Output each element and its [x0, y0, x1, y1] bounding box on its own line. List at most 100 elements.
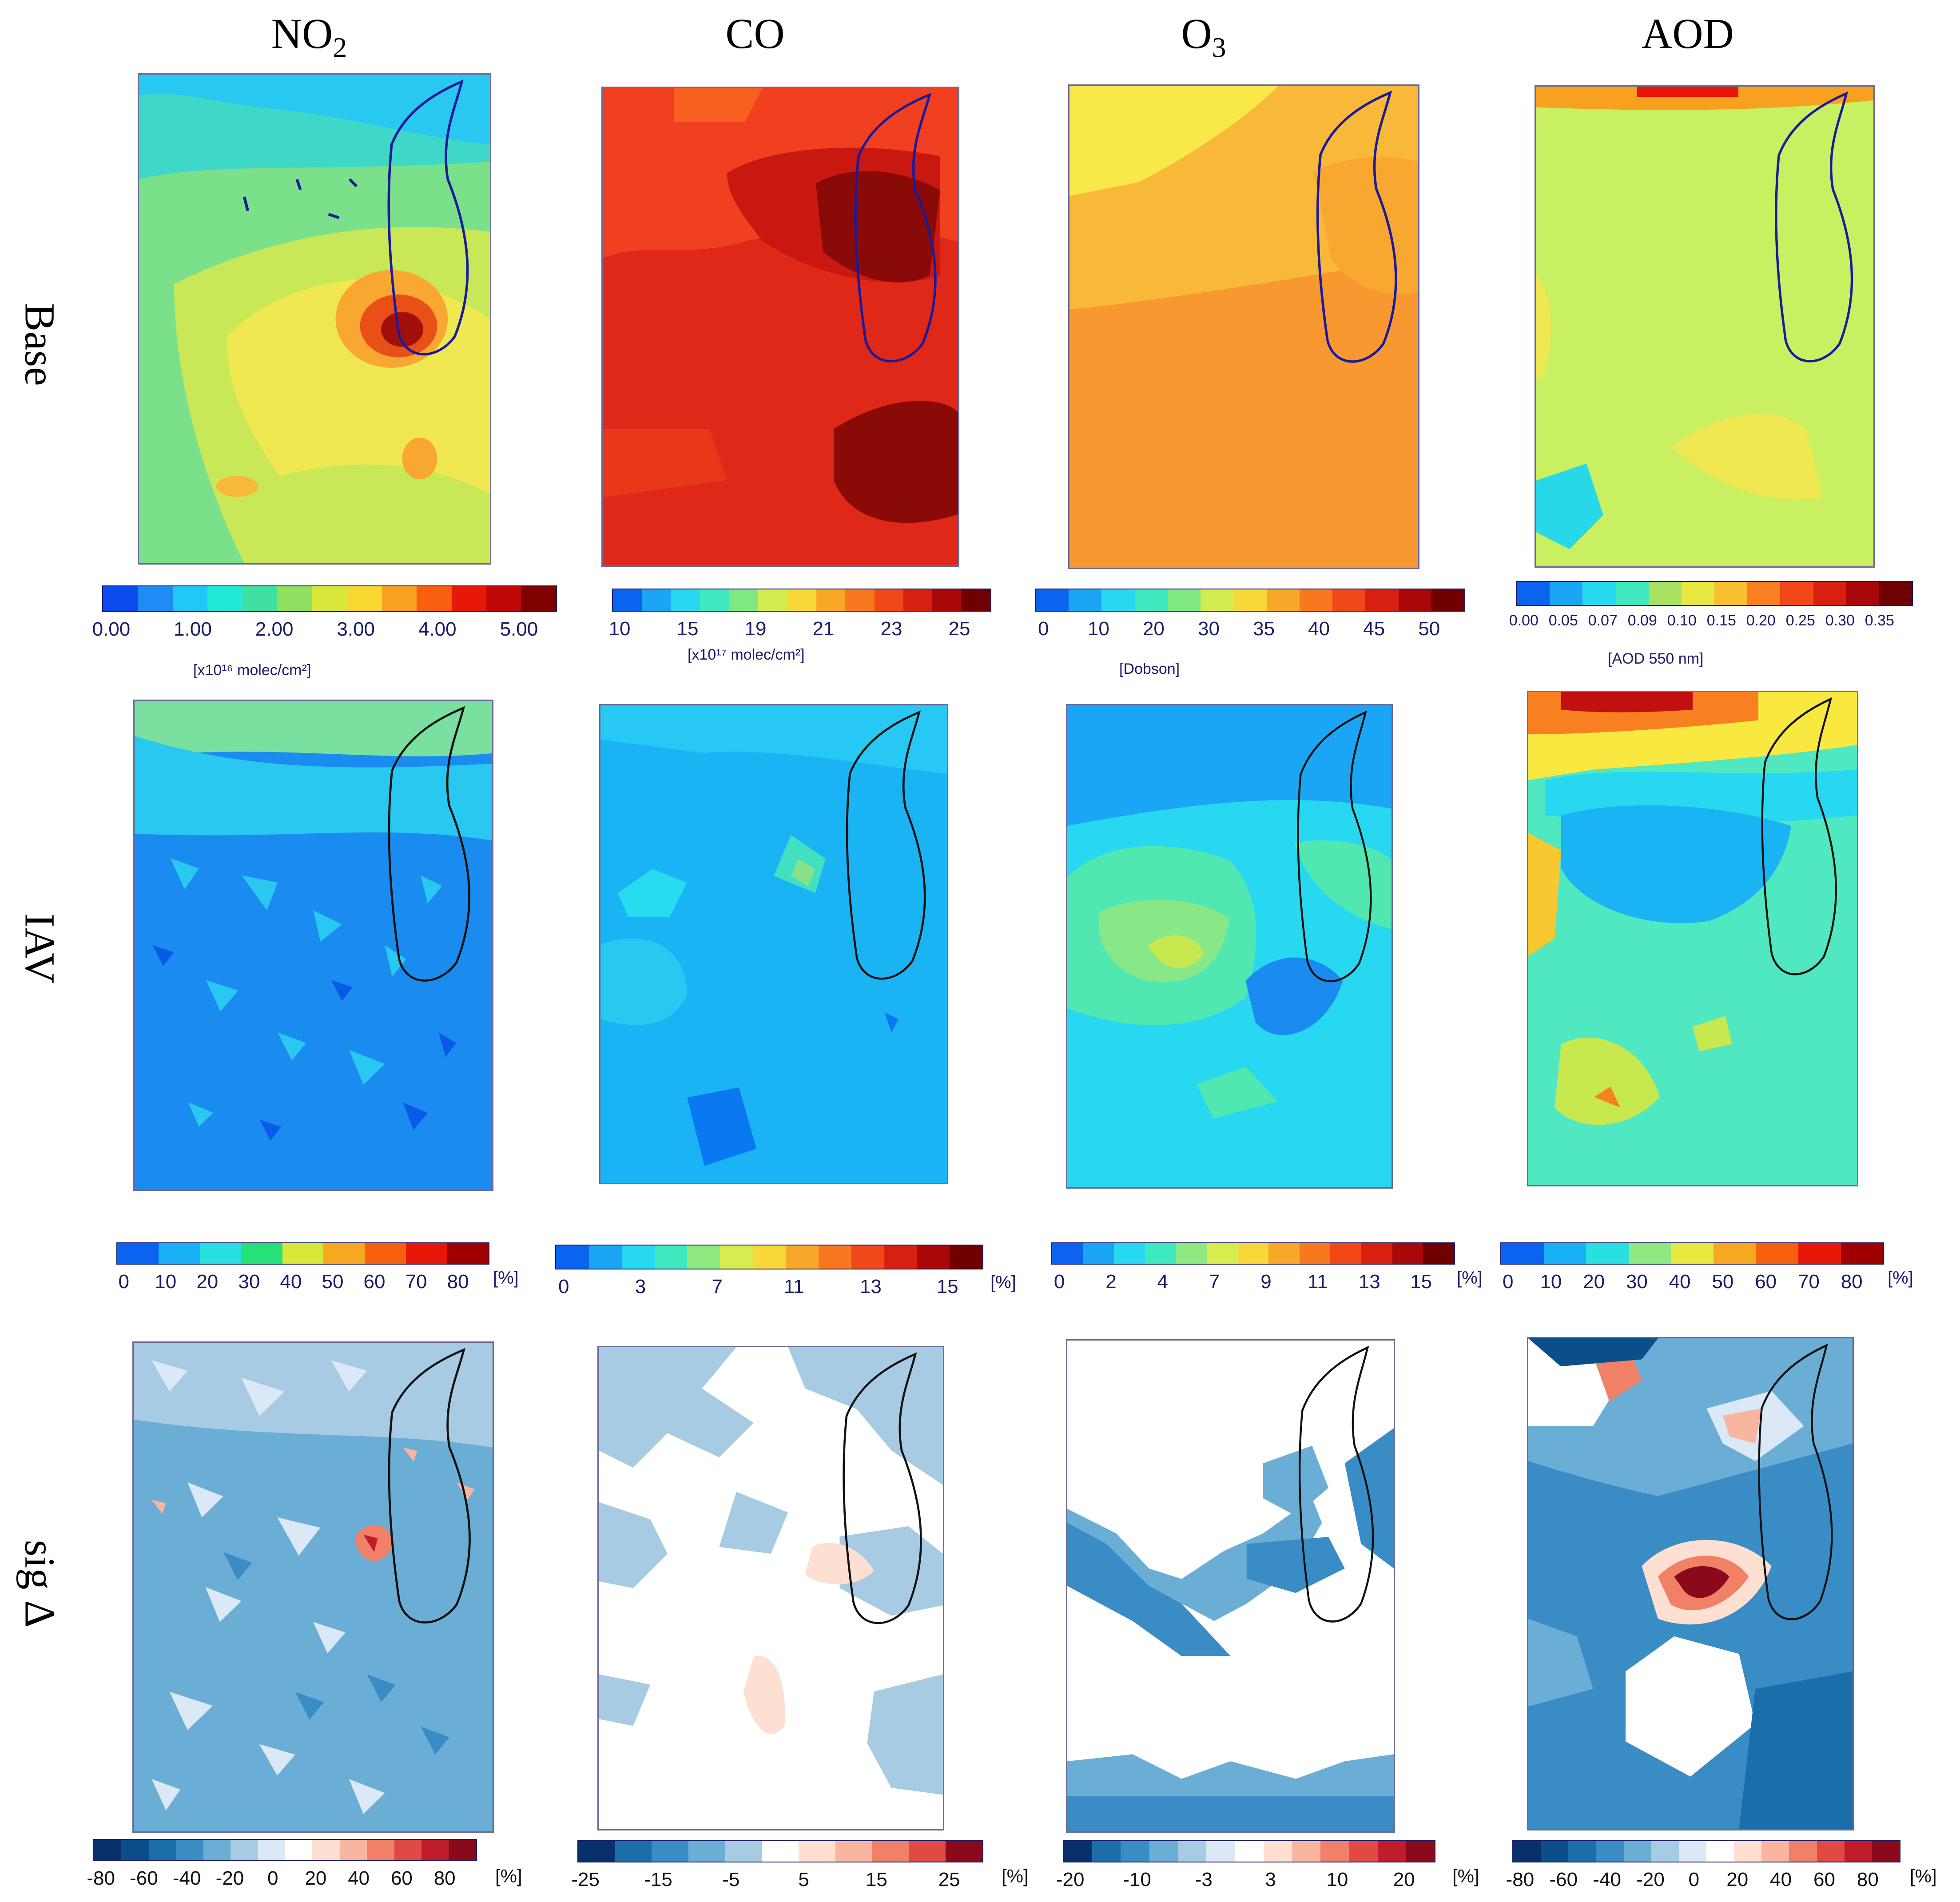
colorbar-swatch	[242, 586, 278, 611]
colorbar-tick-label: -80	[87, 1867, 115, 1889]
colorbar-swatch	[835, 1841, 872, 1862]
colorbar-swatch	[1176, 1243, 1207, 1264]
colorbar-swatch	[1817, 1841, 1845, 1862]
colorbar-tick-label: 0.30	[1825, 612, 1855, 629]
colorbar-tick-label: -20	[1636, 1869, 1665, 1890]
colorbar-tick-label: 60	[390, 1867, 413, 1889]
colorbar-tick-label: 7	[1209, 1271, 1220, 1293]
colorbar-tick-label: 40	[1770, 1869, 1792, 1890]
colorbar-swatch	[258, 1840, 285, 1860]
colorbar-tick-label: 3	[1265, 1869, 1276, 1890]
colorbar-tick-label: 80	[1857, 1869, 1879, 1890]
colorbar-unit-sig-o3: [%]	[1452, 1866, 1479, 1886]
colorbar-tick-label: 40	[1669, 1271, 1691, 1293]
colorbar-tick-label: 10	[1326, 1869, 1348, 1890]
colorbar-swatch	[642, 589, 671, 611]
map-base-aod	[1535, 85, 1875, 568]
colorbar-unit-base-o3: [Dobson]	[1119, 661, 1180, 677]
colorbar-swatch	[1149, 1841, 1178, 1862]
colorbar-iav-o3	[1051, 1242, 1455, 1265]
colorbar-swatch	[762, 1841, 799, 1862]
colorbar-swatch	[103, 586, 138, 611]
colorbar-tick-label: 23	[880, 618, 902, 640]
colorbar-swatch	[1761, 1841, 1789, 1862]
colorbar-swatch	[394, 1840, 422, 1860]
colorbar-swatch	[121, 1840, 149, 1860]
colorbar-tick-label: 80	[447, 1271, 469, 1293]
colorbar-tick-label: 0.35	[1865, 612, 1894, 629]
colorbar-swatch	[447, 1243, 489, 1264]
colorbar-swatch	[1671, 1243, 1714, 1264]
colorbar-swatch	[1813, 582, 1846, 605]
colorbar-swatch	[687, 1245, 720, 1269]
colorbar-tick-label: 25	[948, 618, 970, 640]
colorbar-tick-label: 0	[1038, 618, 1049, 640]
colorbar-unit-sig-no2: [%]	[495, 1866, 522, 1886]
colorbar-unit-iav-o3: [%]	[1457, 1268, 1483, 1288]
colorbar-swatch	[1747, 582, 1781, 605]
map-sig-co	[597, 1346, 944, 1830]
colorbar-swatch	[1207, 1243, 1238, 1264]
colorbar-tick-label: 50	[1418, 618, 1440, 640]
colorbar-tick-label: 4.00	[418, 618, 457, 640]
colorbar-swatch	[1513, 1841, 1541, 1862]
colorbar-tick-label: 0	[558, 1276, 569, 1297]
colorbar-base-o3	[1035, 589, 1465, 612]
colorbar-tick-label: 40	[1308, 618, 1330, 640]
colorbar-tick-label: 21	[812, 618, 835, 640]
colorbar-swatch	[406, 1243, 448, 1264]
colorbar-swatch	[1541, 1841, 1569, 1862]
colorbar-sig-aod	[1512, 1840, 1900, 1862]
colorbar-swatch	[1036, 589, 1069, 611]
colorbar-tick-label: 10	[1087, 618, 1109, 640]
colorbar-swatch	[588, 1245, 622, 1269]
colorbar-swatch	[1568, 1841, 1596, 1862]
colorbar-tick-label: 15	[676, 618, 699, 640]
colorbar-tick-label: 10	[608, 618, 631, 640]
colorbar-tick-label: 20	[1726, 1869, 1749, 1890]
colorbar-swatch	[312, 1840, 340, 1860]
colorbar-swatch	[1734, 1841, 1762, 1862]
colorbar-swatch	[94, 1840, 122, 1860]
colorbar-swatch	[688, 1841, 725, 1862]
colorbar-base-aod	[1516, 581, 1913, 606]
colorbar-swatch	[1628, 1243, 1671, 1264]
colorbar-unit-iav-no2: [%]	[493, 1268, 519, 1288]
colorbar-tick-label: 15	[936, 1276, 958, 1297]
colorbar-swatch	[1268, 1243, 1300, 1264]
colorbar-sig-no2	[93, 1839, 477, 1861]
colorbar-swatch	[1879, 582, 1912, 605]
colorbar-tick-label: 50	[1712, 1271, 1734, 1293]
colorbar-swatch	[323, 1243, 365, 1264]
colorbar-swatch	[1648, 582, 1682, 605]
colorbar-base-no2	[102, 585, 557, 612]
colorbar-tick-label: 0	[267, 1867, 278, 1889]
colorbar-swatch	[729, 589, 758, 611]
colorbar-tick-label: 11	[1308, 1271, 1328, 1293]
colorbar-unit-base-no2: [x10¹⁶ molec/cm²]	[193, 662, 311, 679]
colorbar-swatch	[720, 1245, 753, 1269]
colorbar-tick-label: 0.15	[1706, 612, 1736, 629]
column-title-o3: O3	[1181, 10, 1226, 64]
colorbar-swatch	[285, 1840, 313, 1860]
colorbar-swatch	[421, 1840, 449, 1860]
colorbar-tick-label: 30	[238, 1271, 260, 1293]
colorbar-swatch	[138, 586, 173, 611]
colorbar-swatch	[231, 1840, 258, 1860]
colorbar-tick-label: -20	[215, 1867, 244, 1889]
row-label-base: Base	[16, 303, 64, 386]
map-iav-aod	[1527, 691, 1858, 1186]
colorbar-tick-label: 1.00	[174, 618, 212, 640]
colorbar-tick-label: 20	[196, 1271, 219, 1293]
colorbar-swatch	[1846, 582, 1879, 605]
colorbar-tick-label: 80	[433, 1867, 456, 1889]
colorbar-swatch	[282, 1243, 324, 1264]
colorbar-swatch	[1798, 1243, 1841, 1264]
colorbar-swatch	[613, 589, 642, 611]
colorbar-tick-label: 40	[280, 1271, 302, 1293]
colorbar-tick-label: 60	[1813, 1869, 1835, 1890]
colorbar-tick-label: 20	[305, 1867, 327, 1889]
colorbar-swatch	[725, 1841, 762, 1862]
colorbar-tick-label: 10	[1540, 1271, 1562, 1293]
map-base-co	[601, 87, 959, 567]
